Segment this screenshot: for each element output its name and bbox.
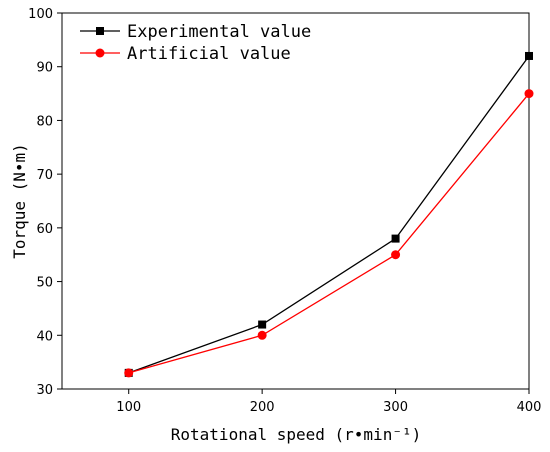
x-axis: 100 200 300 400 [116, 389, 541, 415]
x-tick-label: 300 [383, 400, 408, 415]
series-line [128, 93, 530, 374]
data-point-marker [391, 250, 401, 260]
y-tick-label: 100 [28, 7, 53, 22]
x-axis-title: Rotational speed (r•min⁻¹) [171, 425, 421, 444]
series-1 [124, 89, 534, 378]
y-tick-label: 60 [36, 222, 53, 237]
legend-label: Experimental value [127, 22, 311, 42]
data-point-marker [391, 234, 400, 243]
data-point-marker [257, 330, 267, 340]
y-tick-label: 30 [36, 383, 53, 398]
legend-item: Experimental value [80, 22, 311, 42]
data-point-marker [525, 51, 533, 60]
y-axis: 30 40 50 60 70 80 90 100 [28, 7, 62, 398]
series-layer [124, 51, 534, 378]
y-tick-label: 70 [36, 168, 53, 183]
x-tick-label: 400 [517, 400, 542, 415]
series-line [128, 55, 530, 374]
x-tick-label: 100 [116, 400, 141, 415]
data-point-marker [124, 368, 134, 378]
legend-marker [95, 48, 105, 58]
y-axis-title: Torque (N•m) [10, 143, 29, 259]
y-tick-label: 40 [36, 329, 53, 344]
legend-label: Artificial value [127, 44, 291, 64]
x-tick-label: 200 [250, 400, 275, 415]
legend-item: Artificial value [80, 44, 291, 64]
data-point-marker [524, 89, 534, 99]
legend-marker [96, 27, 104, 35]
y-tick-label: 80 [36, 114, 53, 129]
y-tick-label: 90 [36, 61, 53, 76]
y-tick-label: 50 [36, 276, 53, 291]
data-point-marker [258, 320, 267, 329]
series-0 [124, 51, 533, 377]
plot-area-frame [61, 12, 530, 390]
